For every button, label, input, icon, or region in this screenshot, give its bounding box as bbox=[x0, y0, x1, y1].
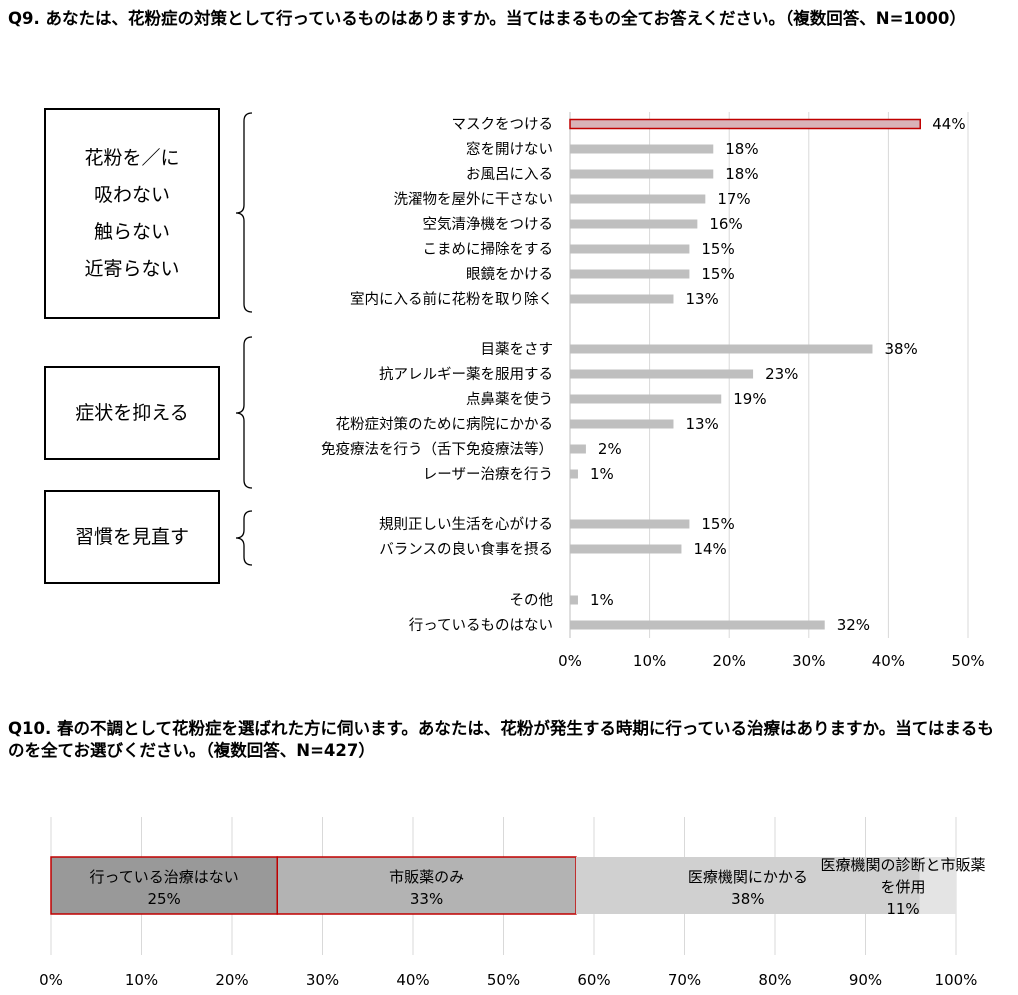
q9-value-label: 23% bbox=[765, 365, 798, 383]
q10-x-tick-label: 30% bbox=[306, 971, 339, 989]
group-brace-2 bbox=[235, 336, 253, 489]
q9-value-label: 38% bbox=[884, 340, 917, 358]
q10-segment bbox=[575, 857, 920, 914]
q10-x-tick-label: 80% bbox=[758, 971, 791, 989]
q10-segment-value: 25% bbox=[147, 890, 180, 908]
q9-x-tick-label: 20% bbox=[713, 652, 746, 670]
q9-category-label: レーザー治療を行う bbox=[423, 466, 553, 483]
q9-bar bbox=[570, 244, 690, 254]
q9-category-label: 目薬をさす bbox=[481, 341, 554, 358]
q9-bar bbox=[570, 620, 825, 630]
group-braces bbox=[235, 112, 253, 566]
q9-value-label: 13% bbox=[685, 290, 718, 308]
q9-category-label: 洗濯物を屋外に干さない bbox=[394, 191, 554, 208]
q9-category-label: 室内に入る前に花粉を取り除く bbox=[350, 291, 553, 308]
q9-bar bbox=[570, 544, 682, 554]
group-brace-1 bbox=[235, 112, 253, 313]
q9-value-label: 13% bbox=[685, 415, 718, 433]
q9-category-label: 免疫療法を行う（舌下免疫療法等） bbox=[321, 440, 553, 458]
q9-x-tick-label: 40% bbox=[872, 652, 905, 670]
q10-segment-label: 医療機関の診断と市販薬 bbox=[820, 856, 985, 874]
q9-category-label: 窓を開けない bbox=[466, 140, 553, 158]
q10-x-tick-label: 70% bbox=[668, 971, 701, 989]
q10-segment-label: 行っている治療はない bbox=[89, 868, 238, 886]
q9-bar bbox=[570, 444, 586, 454]
q9-category-label: こまめに掃除をする bbox=[423, 240, 554, 258]
q9-bar bbox=[570, 369, 754, 379]
q9-category-label: 規則正しい生活を心がける bbox=[379, 516, 553, 533]
q9-category-label: マスクをつける bbox=[452, 116, 554, 133]
q9-value-label: 2% bbox=[598, 440, 622, 458]
q9-value-label: 19% bbox=[733, 390, 766, 408]
q10-segment bbox=[276, 856, 577, 915]
q9-category-label: 行っているものはない bbox=[409, 617, 553, 634]
group-brace-3 bbox=[235, 510, 253, 566]
q9-value-label: 15% bbox=[701, 265, 734, 283]
q9-chart: 0% 10% 20% 30% 40% 50% マスクをつける 44% 窓を開けない 18% お風呂に… bbox=[235, 112, 985, 670]
q9-value-label: 16% bbox=[709, 215, 742, 233]
q10-x-tick-label: 40% bbox=[396, 971, 429, 989]
q9-value-label: 44% bbox=[932, 115, 965, 133]
q10-segment-label: 医療機関にかかる bbox=[688, 868, 808, 886]
q10-x-tick-label: 20% bbox=[215, 971, 248, 989]
q9-value-label: 15% bbox=[701, 515, 734, 533]
q9-value-label: 18% bbox=[725, 165, 758, 183]
q9-bar bbox=[570, 169, 714, 179]
q9-bar bbox=[570, 294, 674, 304]
q9-value-label: 32% bbox=[837, 616, 870, 634]
q10-x-tick-label: 100% bbox=[935, 971, 978, 989]
q10-segment bbox=[50, 856, 278, 915]
q9-bar bbox=[570, 219, 698, 229]
q9-category-label: 空気清浄機をつける bbox=[423, 216, 554, 233]
q9-value-label: 18% bbox=[725, 140, 758, 158]
q9-x-tick-label: 50% bbox=[951, 652, 984, 670]
q10-x-tick-label: 10% bbox=[125, 971, 158, 989]
q9-x-tick-label: 30% bbox=[792, 652, 825, 670]
q9-bar bbox=[570, 194, 706, 204]
group-review-habits: 習慣を見直す bbox=[44, 490, 220, 584]
q10-segment-value: 33% bbox=[410, 890, 443, 908]
q9-bar bbox=[570, 519, 690, 529]
q10-segment bbox=[919, 857, 956, 914]
q9-category-label: 花粉症対策のために病院にかかる bbox=[336, 416, 554, 433]
q10-title: Q10. 春の不調として花粉症を選ばれた方に伺います。あなたは、花粉が発生する時… bbox=[8, 719, 994, 760]
q10-x-tick-label: 0% bbox=[39, 971, 63, 989]
q10-x-tick-label: 50% bbox=[487, 971, 520, 989]
q10-x-tick-label: 60% bbox=[577, 971, 610, 989]
q9-category-label: 眼鏡をかける bbox=[466, 266, 553, 283]
group-avoid-pollen: 花粉を／に 吸わない 触らない 近寄らない bbox=[44, 108, 220, 319]
q10-x-tick-label: 90% bbox=[849, 971, 882, 989]
q10-segment-value: 38% bbox=[731, 890, 764, 908]
q10-segment-value: 11% bbox=[886, 900, 919, 918]
q9-category-label: お風呂に入る bbox=[466, 166, 553, 183]
q9-bar bbox=[570, 394, 722, 404]
q9-bar bbox=[570, 469, 578, 479]
q9-bar bbox=[570, 419, 674, 429]
q9-value-label: 14% bbox=[693, 540, 726, 558]
q9-title: Q9. あなたは、花粉症の対策として行っているものはありますか。当てはまるもの全… bbox=[8, 9, 966, 28]
q9-value-label: 15% bbox=[701, 240, 734, 258]
q9-bar bbox=[570, 269, 690, 279]
q9-bar bbox=[570, 344, 873, 354]
q9-x-tick-label: 10% bbox=[633, 652, 666, 670]
q9-category-label: バランスの良い食事を摂る bbox=[379, 541, 553, 558]
q9-category-label: 点鼻薬を使う bbox=[466, 391, 553, 408]
q9-value-label: 1% bbox=[590, 465, 614, 483]
q10-segment-label-line2: を併用 bbox=[880, 878, 925, 896]
q9-bar bbox=[570, 144, 714, 154]
q9-category-label: 抗アレルギー薬を服用する bbox=[379, 366, 553, 383]
q9-bar bbox=[569, 118, 921, 130]
q9-x-tick-label: 0% bbox=[558, 652, 582, 670]
q9-bar bbox=[570, 595, 578, 605]
q9-value-label: 17% bbox=[717, 190, 750, 208]
q9-category-label: その他 bbox=[510, 592, 554, 609]
q9-value-label: 1% bbox=[590, 591, 614, 609]
group-suppress-symptoms: 症状を抑える bbox=[44, 366, 220, 460]
q10-segment-label: 市販薬のみ bbox=[389, 868, 464, 886]
